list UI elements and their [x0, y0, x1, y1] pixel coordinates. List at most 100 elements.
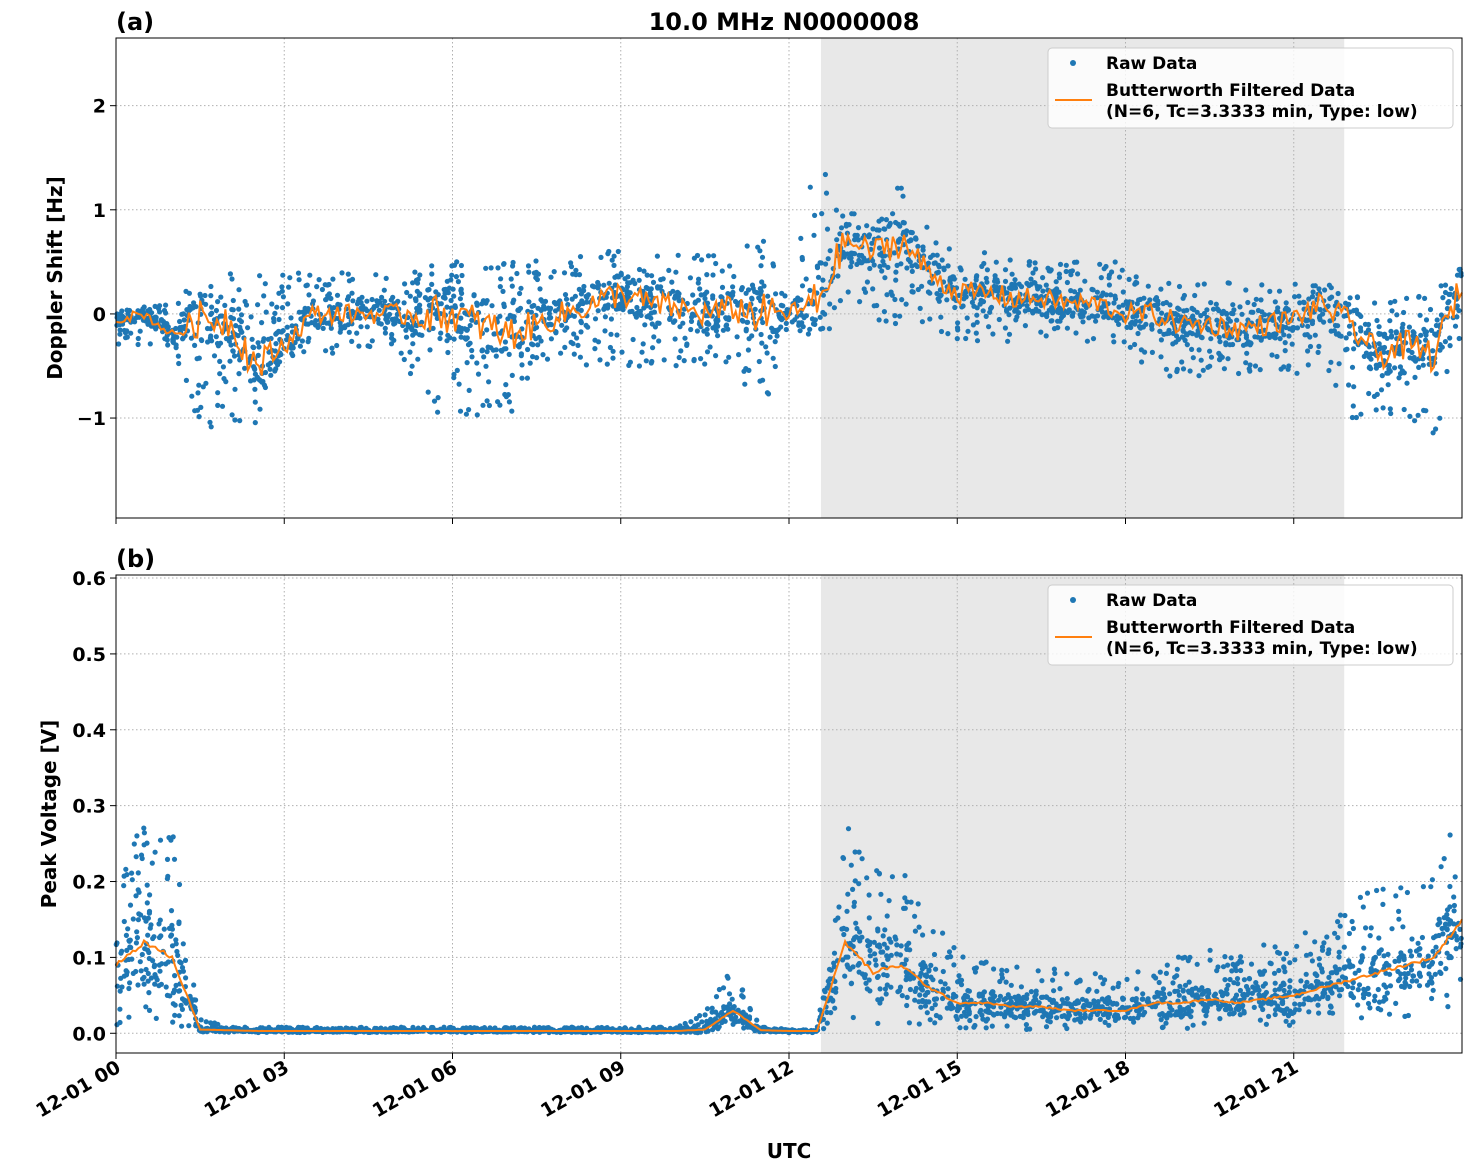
raw-data-point: [1262, 318, 1268, 324]
raw-data-point: [899, 993, 905, 999]
raw-data-point: [761, 283, 767, 289]
raw-data-point: [431, 398, 438, 404]
raw-data-point: [1002, 325, 1009, 331]
raw-data-point: [1036, 1000, 1042, 1006]
raw-data-point: [862, 975, 868, 981]
raw-data-point: [856, 252, 862, 258]
raw-data-point: [255, 352, 261, 358]
raw-data-point: [1081, 309, 1087, 315]
raw-data-point: [526, 269, 532, 275]
raw-data-point: [1367, 933, 1373, 939]
raw-data-point: [971, 1024, 977, 1030]
raw-data-point: [828, 967, 834, 973]
raw-data-point: [945, 331, 951, 337]
raw-data-point: [492, 331, 498, 337]
raw-data-point: [458, 315, 464, 321]
raw-data-point: [203, 1019, 209, 1025]
raw-data-point: [316, 277, 322, 283]
raw-data-point: [1161, 1013, 1167, 1019]
raw-data-point: [510, 259, 516, 266]
raw-data-point: [1012, 281, 1018, 287]
raw-data-point: [948, 954, 954, 960]
raw-data-point: [137, 959, 143, 965]
raw-data-point: [130, 916, 136, 922]
raw-data-point: [250, 344, 256, 350]
raw-data-point: [359, 294, 365, 300]
raw-data-point: [913, 262, 919, 268]
raw-data-point: [1121, 1015, 1128, 1021]
raw-data-point: [1415, 940, 1421, 946]
raw-data-point: [1253, 980, 1259, 986]
raw-data-point: [729, 996, 735, 1002]
raw-data-point: [430, 325, 436, 331]
raw-data-point: [1346, 958, 1352, 964]
raw-data-point: [197, 291, 203, 297]
raw-data-point: [571, 313, 578, 319]
legend-raw-marker: [1070, 60, 1076, 66]
raw-data-point: [1005, 338, 1011, 344]
raw-data-point: [930, 977, 936, 983]
raw-data-point: [133, 968, 139, 975]
raw-data-point: [562, 327, 568, 333]
raw-data-point: [1116, 274, 1123, 280]
raw-data-point: [138, 968, 144, 974]
raw-data-point: [743, 326, 749, 332]
raw-data-point: [1227, 976, 1233, 983]
raw-data-point: [894, 942, 900, 948]
raw-data-point: [760, 319, 766, 326]
raw-data-point: [681, 358, 687, 364]
raw-data-point: [1009, 271, 1015, 277]
raw-data-point: [965, 328, 971, 334]
raw-data-point: [1006, 285, 1013, 291]
raw-data-point: [704, 331, 710, 337]
raw-data-point: [612, 282, 618, 288]
raw-data-point: [346, 329, 352, 335]
raw-data-point: [146, 949, 152, 956]
raw-data-point: [883, 991, 889, 997]
y-tick-label: 0.5: [72, 644, 106, 666]
raw-data-point: [1064, 971, 1070, 977]
raw-data-point: [229, 306, 235, 313]
raw-data-point: [193, 997, 199, 1003]
raw-data-point: [1447, 832, 1453, 838]
raw-data-point: [502, 391, 508, 398]
raw-data-point: [1093, 318, 1099, 324]
raw-data-point: [1230, 341, 1236, 348]
raw-data-point: [135, 917, 141, 923]
raw-data-point: [271, 315, 277, 322]
raw-data-point: [677, 324, 683, 330]
raw-data-point: [295, 270, 302, 276]
raw-data-point: [1376, 341, 1382, 347]
raw-data-point: [186, 290, 192, 296]
raw-data-point: [944, 297, 950, 303]
raw-data-point: [884, 982, 890, 988]
raw-data-point: [1056, 305, 1063, 311]
raw-data-point: [1108, 292, 1114, 298]
raw-data-point: [1036, 308, 1042, 314]
raw-data-point: [691, 358, 697, 364]
raw-data-point: [1174, 1011, 1180, 1018]
raw-data-point: [687, 275, 694, 281]
raw-data-point: [970, 322, 977, 328]
raw-data-point: [412, 328, 418, 334]
raw-data-point: [571, 351, 577, 357]
raw-data-point: [147, 309, 153, 315]
raw-data-point: [144, 882, 150, 888]
raw-data-point: [1276, 288, 1283, 294]
raw-data-point: [973, 274, 980, 280]
raw-data-point: [840, 249, 846, 255]
raw-data-point: [941, 265, 947, 271]
raw-data-point: [245, 325, 251, 331]
raw-data-point: [837, 298, 844, 304]
raw-data-point: [519, 339, 526, 345]
raw-data-point: [1133, 318, 1139, 324]
raw-data-point: [1004, 1023, 1010, 1029]
raw-data-point: [1384, 990, 1390, 996]
raw-data-point: [1054, 1015, 1060, 1021]
raw-data-point: [1444, 926, 1450, 932]
raw-data-point: [867, 265, 873, 272]
raw-data-point: [1321, 940, 1327, 946]
raw-data-point: [1007, 257, 1013, 263]
raw-data-point: [526, 299, 532, 305]
raw-data-point: [845, 826, 852, 832]
